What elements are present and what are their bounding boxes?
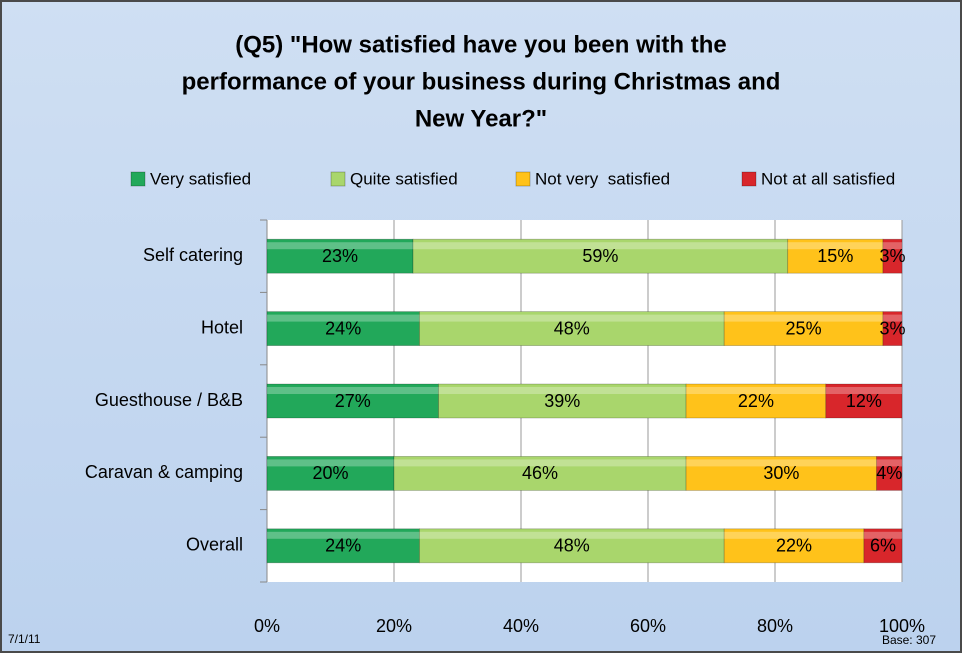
bar-segment bbox=[876, 455, 903, 491]
bar-highlight bbox=[267, 531, 420, 539]
data-label: 59% bbox=[582, 246, 618, 266]
legend-swatch bbox=[130, 171, 146, 187]
y-tick-label: Self catering bbox=[143, 245, 243, 265]
bar-segment bbox=[418, 311, 725, 347]
x-tick-label: 40% bbox=[503, 616, 539, 636]
x-tick-label: 60% bbox=[630, 616, 666, 636]
data-label: 22% bbox=[776, 536, 812, 556]
bar-segment bbox=[266, 311, 420, 347]
bar-highlight bbox=[863, 531, 902, 539]
legend-label: Not very satisfied bbox=[535, 169, 670, 188]
data-label: 3% bbox=[879, 318, 905, 338]
data-label: 20% bbox=[312, 463, 348, 483]
bar-segment bbox=[266, 455, 395, 491]
bar-highlight bbox=[413, 242, 788, 250]
data-label: 46% bbox=[522, 463, 558, 483]
bar-highlight bbox=[882, 314, 902, 322]
y-tick-label: Overall bbox=[186, 535, 243, 555]
data-label: 48% bbox=[554, 318, 590, 338]
data-label: 15% bbox=[817, 246, 853, 266]
bar-segment bbox=[825, 383, 903, 419]
bar-highlight bbox=[882, 242, 902, 250]
bar-highlight bbox=[267, 459, 394, 467]
x-tick-label: 100% bbox=[879, 616, 925, 636]
bar-highlight bbox=[724, 314, 883, 322]
bar-highlight bbox=[394, 459, 687, 467]
data-label: 39% bbox=[544, 391, 580, 411]
bar-highlight bbox=[419, 531, 725, 539]
bar-highlight bbox=[825, 387, 902, 394]
bar-segment bbox=[723, 311, 884, 347]
data-label: 30% bbox=[763, 463, 799, 483]
data-label: 25% bbox=[786, 318, 822, 338]
bar-highlight bbox=[438, 387, 687, 394]
data-label: 4% bbox=[876, 463, 902, 483]
bar-segment bbox=[266, 528, 420, 564]
data-label: 24% bbox=[325, 318, 361, 338]
bar-segment bbox=[685, 383, 827, 419]
chart-title: performance of your business during Chri… bbox=[182, 68, 781, 95]
legend-label: Not at all satisfied bbox=[761, 169, 895, 188]
legend-label: Very satisfied bbox=[150, 169, 251, 188]
bar-segment bbox=[863, 528, 903, 564]
bar-segment bbox=[418, 528, 725, 564]
data-label: 27% bbox=[335, 391, 371, 411]
date-note: 7/1/11 bbox=[8, 632, 41, 646]
y-tick-label: Caravan & camping bbox=[85, 462, 243, 482]
x-tick-label: 20% bbox=[376, 616, 412, 636]
bar-highlight bbox=[787, 242, 883, 250]
bar-highlight bbox=[686, 387, 826, 394]
bar-segment bbox=[266, 238, 414, 274]
bar-segment bbox=[723, 528, 865, 564]
x-tick-label: 0% bbox=[254, 616, 280, 636]
legend-swatch bbox=[515, 171, 531, 187]
legend-swatch bbox=[330, 171, 346, 187]
y-tick-label: Guesthouse / B&B bbox=[95, 390, 243, 410]
bar-highlight bbox=[876, 459, 902, 467]
y-tick-label: Hotel bbox=[201, 317, 243, 337]
base-note: Base: 307 bbox=[882, 633, 936, 647]
bar-highlight bbox=[267, 314, 420, 322]
bar-highlight bbox=[267, 387, 439, 394]
data-label: 24% bbox=[325, 536, 361, 556]
bar-segment bbox=[412, 238, 789, 274]
data-label: 3% bbox=[879, 246, 905, 266]
chart-title: (Q5) "How satisfied have you been with t… bbox=[235, 31, 726, 58]
legend-label: Quite satisfied bbox=[350, 169, 458, 188]
x-tick-label: 80% bbox=[757, 616, 793, 636]
bar-segment bbox=[882, 238, 903, 274]
bar-segment bbox=[882, 311, 903, 347]
data-label: 48% bbox=[554, 536, 590, 556]
bar-highlight bbox=[267, 242, 414, 250]
chart-title: New Year?" bbox=[415, 105, 547, 132]
bar-highlight bbox=[686, 459, 877, 467]
bar-segment bbox=[685, 455, 877, 491]
bar-highlight bbox=[419, 314, 725, 322]
data-label: 22% bbox=[738, 391, 774, 411]
bar-highlight bbox=[724, 531, 864, 539]
data-label: 12% bbox=[846, 391, 882, 411]
data-label: 23% bbox=[322, 246, 358, 266]
data-label: 6% bbox=[870, 536, 896, 556]
legend-swatch bbox=[741, 171, 757, 187]
